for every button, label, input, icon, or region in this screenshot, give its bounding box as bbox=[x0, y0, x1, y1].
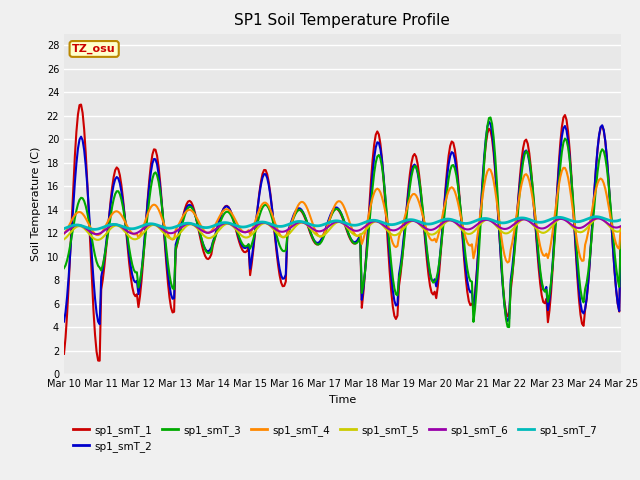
X-axis label: Time: Time bbox=[329, 395, 356, 405]
Title: SP1 Soil Temperature Profile: SP1 Soil Temperature Profile bbox=[234, 13, 451, 28]
Legend: sp1_smT_1, sp1_smT_2, sp1_smT_3, sp1_smT_4, sp1_smT_5, sp1_smT_6, sp1_smT_7: sp1_smT_1, sp1_smT_2, sp1_smT_3, sp1_smT… bbox=[69, 420, 601, 456]
Text: TZ_osu: TZ_osu bbox=[72, 44, 116, 54]
Y-axis label: Soil Temperature (C): Soil Temperature (C) bbox=[31, 147, 41, 261]
